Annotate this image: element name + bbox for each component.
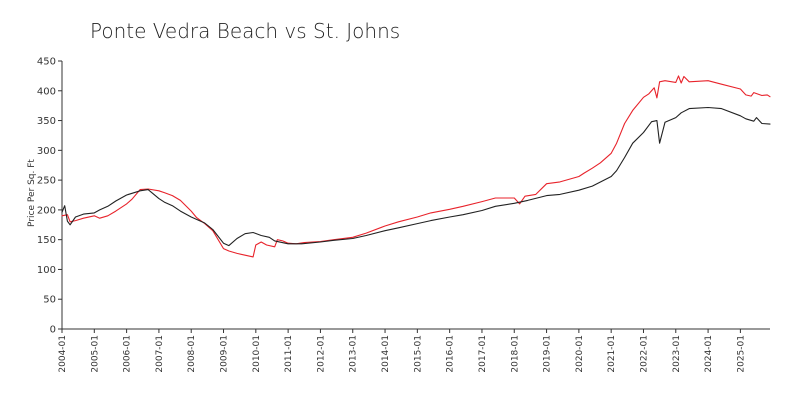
x-tick-label: 2025-01: [736, 335, 746, 373]
x-tick-label: 2008-01: [187, 335, 197, 373]
x-tick-label: 2016-01: [446, 335, 456, 373]
x-tick-label: 2013-01: [349, 335, 359, 373]
y-tick-label: 250: [37, 176, 56, 187]
y-tick-label: 300: [37, 146, 56, 157]
x-tick-label: 2009-01: [220, 335, 230, 373]
x-tick-label: 2006-01: [123, 335, 133, 373]
x-tick-label: 2010-01: [252, 335, 262, 373]
y-tick-label: 350: [37, 116, 56, 127]
y-tick-label: 450: [37, 57, 56, 68]
y-tick-label: 200: [37, 205, 56, 216]
y-tick-label: 150: [37, 235, 56, 246]
x-tick-label: 2022-01: [639, 335, 649, 373]
x-tick-label: 2004-01: [58, 335, 68, 373]
y-tick-label: 100: [37, 265, 56, 276]
series-line-2: [61, 106, 771, 247]
x-tick-label: 2017-01: [478, 335, 488, 373]
x-tick-label: 2011-01: [284, 335, 294, 373]
y-tick-label: 0: [50, 325, 56, 336]
x-tick-label: 2020-01: [575, 335, 585, 373]
y-tick-label: 400: [37, 86, 56, 97]
y-tick-label: 50: [43, 295, 56, 306]
x-axis: 2004-01 2005-01 2006-01 2007-01 2008-01 2009-…: [58, 328, 770, 373]
chart-title: Ponte Vedra Beach vs St. Johns: [90, 19, 400, 43]
y-axis: 0 50 100 150 200 250 300 350 400 450: [37, 57, 63, 336]
x-tick-label: 2005-01: [90, 335, 100, 373]
x-tick-label: 2012-01: [316, 335, 326, 373]
x-tick-label: 2007-01: [155, 335, 165, 373]
series-lines: [61, 75, 771, 258]
x-tick-label: 2018-01: [510, 335, 520, 373]
x-tick-label: 2014-01: [381, 335, 391, 373]
x-tick-label: 2019-01: [543, 335, 553, 373]
x-tick-label: 2024-01: [704, 335, 714, 373]
series-line-1: [61, 75, 771, 258]
y-axis-label: Price Per Sq. Ft: [27, 159, 37, 227]
x-tick-label: 2015-01: [413, 335, 423, 373]
x-tick-label: 2023-01: [672, 335, 682, 373]
x-tick-label: 2021-01: [607, 335, 617, 373]
